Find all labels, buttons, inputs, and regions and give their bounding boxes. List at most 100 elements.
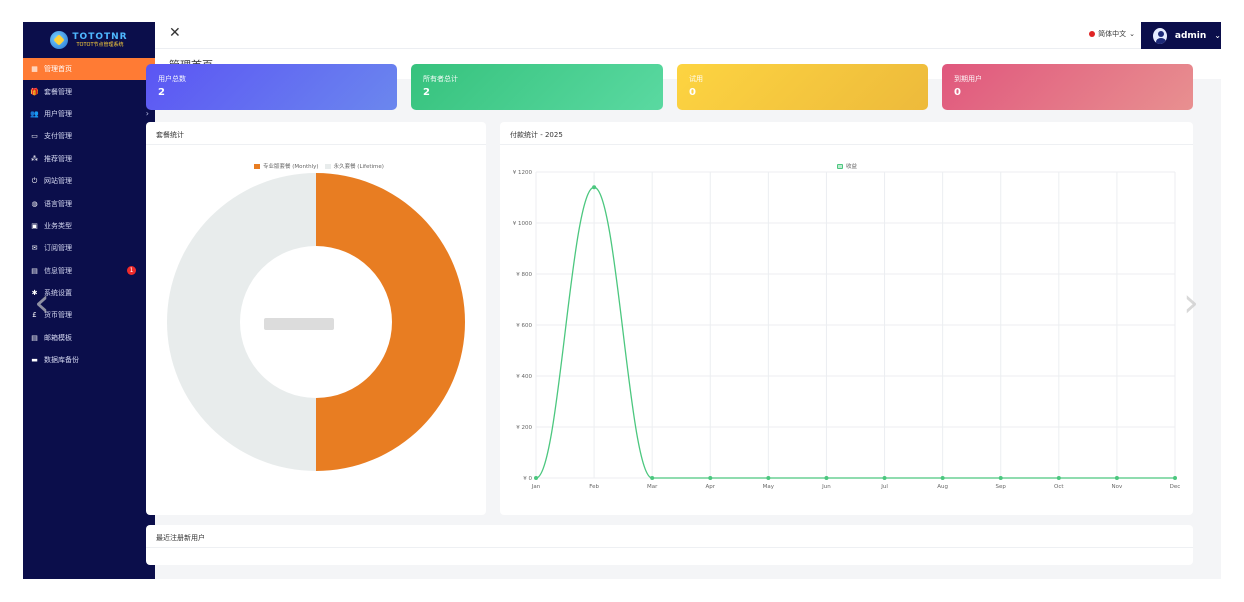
user-menu[interactable]: admin ⌄ [1141,22,1221,49]
data-point[interactable] [998,476,1003,480]
mail-icon: ✉ [31,244,38,253]
data-point[interactable] [824,476,829,480]
close-icon[interactable]: ✕ [169,25,181,41]
sidebar-item-10[interactable]: ✱ 系统设置 [23,282,155,304]
sidebar-item-label: 邮箱模板 [44,333,72,342]
sidebar-item-9[interactable]: ▤ 信息管理 1 [23,260,155,282]
x-tick-label: Jan [531,484,541,490]
sidebar-item-label: 套餐管理 [44,87,72,96]
data-point[interactable] [650,476,655,480]
sidebar-item-6[interactable]: ◍语言管理› [23,192,155,214]
payment-stats-panel: 付款统计 - 2025 收益 ¥ 0 ¥ 200 ¥ 400 ¥ 600 ¥ 800 ¥ … [500,122,1193,515]
data-point[interactable] [1056,476,1061,480]
chevron-down-icon: ⌄ [1129,30,1135,38]
sidebar-item-5[interactable]: ⏻网站管理› [23,170,155,192]
pie-legend: 专业版套餐 (Monthly) 永久套餐 (Lifetime) [254,162,384,170]
sidebar-item-label: 用户管理 [44,109,72,118]
power-icon: ⏻ [31,176,38,185]
chevron-down-icon: ⌄ [1214,31,1221,40]
y-tick-label: ¥ 600 [516,323,532,329]
sidebar-item-13[interactable]: ▬ 数据库备份 [23,349,155,371]
x-tick-label: May [763,484,775,490]
envelope-icon: ▤ [31,333,38,342]
legend-swatch-monthly [254,163,260,169]
gear-icon: ✱ [31,289,38,298]
dashboard-icon: ▦ [31,65,38,74]
data-point[interactable] [592,185,597,190]
next-arrow-icon[interactable]: › [1183,280,1199,326]
stat-label: 到期用户 [954,75,982,83]
gift-icon: 🎁 [30,87,39,96]
language-selector[interactable]: 简体中文 ⌄ [1089,29,1135,39]
sidebar-item-label: 网站管理 [44,177,72,186]
y-tick-label: ¥ 1000 [513,221,533,227]
pie-slice-0[interactable] [316,173,465,471]
sidebar-menu: ▦管理首页🎁套餐管理›👥用户管理›▭支付管理›⁂推荐管理›⏻网站管理›◍语言管理… [23,58,155,371]
stat-value: 2 [158,87,165,98]
sidebar-item-label: 信息管理 [44,266,72,275]
pound-icon: £ [32,311,37,320]
sidebar-item-12[interactable]: ▤ 邮箱模板 [23,327,155,349]
username: admin [1174,30,1207,41]
y-tick-label: ¥ 0 [523,476,532,482]
stat-card-owners[interactable]: 所有者总计 2 [411,64,663,110]
database-icon: ▬ [31,356,38,365]
y-tick-label: ¥ 400 [516,374,532,380]
data-point[interactable] [534,476,538,480]
sidebar-item-7[interactable]: ▣ 业务类型 [23,215,155,237]
series-line-revenue [535,186,1175,479]
stat-card-trial[interactable]: 试用 0 [677,64,928,110]
users-icon: 👥 [30,109,39,118]
package-stats-panel: 套餐统计 专业版套餐 (Monthly) 永久套餐 (Lifetime) [146,122,486,515]
language-label: 简体中文 [1098,30,1127,38]
sidebar-item-0[interactable]: ▦ 管理首页 [23,58,155,81]
pie-slice-1[interactable] [167,173,316,471]
data-point[interactable] [1114,476,1119,480]
sidebar-item-3[interactable]: ▭支付管理› [23,125,155,147]
prev-arrow-icon[interactable]: ‹ [34,280,50,326]
credit-card-icon: ▭ [31,132,38,141]
sidebar-item-1[interactable]: 🎁套餐管理› [23,80,155,102]
sitemap-icon: ⁂ [31,154,38,163]
logo-title: TOTOTNR [72,31,128,42]
recent-users-panel: 最近注册新用户 [146,525,1193,565]
legend-label-lifetime[interactable]: 永久套餐 (Lifetime) [333,164,384,170]
x-tick-label: Aug [937,484,948,490]
data-point[interactable] [1173,476,1177,480]
sidebar-item-label: 订阅管理 [44,244,72,253]
legend-label-revenue[interactable]: 收益 [846,164,858,170]
sidebar-item-11[interactable]: £ 货币管理 [23,304,155,326]
stat-card-expired[interactable]: 到期用户 0 [942,64,1193,110]
data-point[interactable] [708,476,713,480]
sidebar-item-4[interactable]: ⁂推荐管理› [23,148,155,170]
stat-label: 所有者总计 [423,75,458,83]
sidebar-item-2[interactable]: 👥 用户管理 › [23,103,155,125]
legend-label-monthly[interactable]: 专业版套餐 (Monthly) [263,164,319,170]
avatar [1153,27,1167,44]
donut-chart [167,173,465,471]
legend-swatch-revenue [837,163,843,169]
sidebar-item-label: 支付管理 [44,132,72,141]
x-tick-label: Feb [589,484,599,490]
sidebar-item-label: 推荐管理 [44,154,72,163]
sidebar-item-label: 货币管理 [44,311,72,320]
chart-tooltip [264,318,334,330]
data-point[interactable] [766,476,771,480]
sidebar-item-8[interactable]: ✉ 订阅管理 [23,237,155,259]
x-tick-label: Mar [647,484,658,490]
logo[interactable]: TOTOTNR TOTOT节点管理系统 [23,22,155,58]
line-legend: 收益 [837,162,857,170]
x-tick-label: Dec [1170,484,1181,490]
panel-title: 最近注册新用户 [156,534,205,542]
sidebar-item-label: 语言管理 [44,199,72,208]
data-point[interactable] [940,476,945,480]
panel-title: 套餐统计 [156,131,184,139]
china-flag-icon [1089,31,1096,37]
x-tick-label: Apr [706,484,716,490]
x-tick-label: Nov [1112,484,1123,490]
sidebar-item-label: 数据库备份 [44,356,79,365]
y-tick-label: ¥ 200 [516,425,532,431]
data-point[interactable] [882,476,887,480]
stat-card-total-users[interactable]: 用户总数 2 [146,64,397,110]
notification-badge: 1 [127,266,136,276]
